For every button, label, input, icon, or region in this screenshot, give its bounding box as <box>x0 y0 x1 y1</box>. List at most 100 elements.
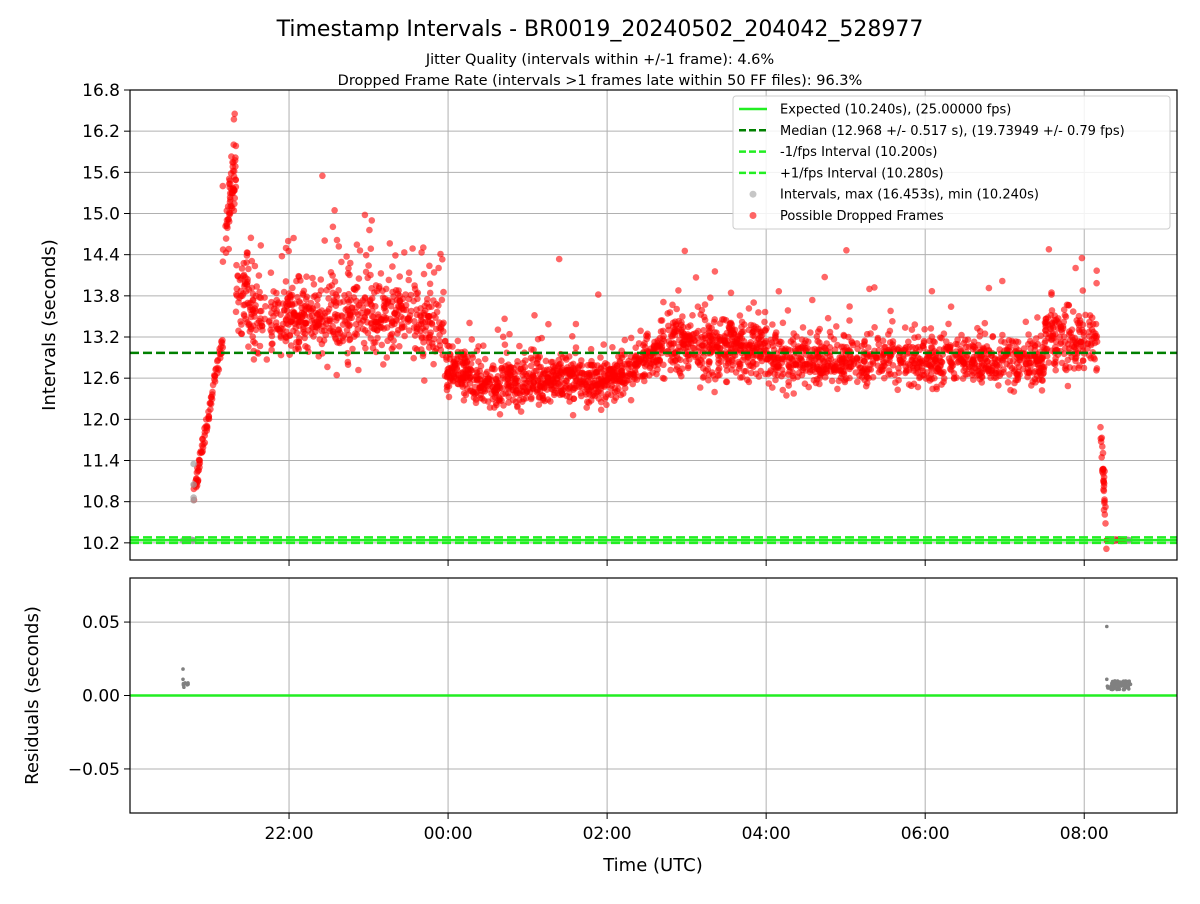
top-scatter-point <box>304 344 311 351</box>
top-y-tick-label: 13.8 <box>82 287 120 307</box>
top-scatter-point <box>1022 360 1030 367</box>
top-scatter-point <box>240 259 247 267</box>
top-scatter-point <box>504 383 512 391</box>
top-y-tick-label: 14.4 <box>82 246 120 266</box>
top-scatter-point <box>322 331 330 339</box>
top-scatter-point <box>644 330 651 338</box>
top-scatter-point <box>344 349 351 357</box>
top-scatter-point <box>1029 340 1036 347</box>
top-scatter-point <box>744 376 751 384</box>
top-scatter-point <box>285 247 293 255</box>
top-scatter-point <box>1004 379 1012 386</box>
top-scatter-point <box>298 309 306 317</box>
top-scatter-point <box>627 334 635 342</box>
top-scatter-point <box>1045 246 1053 253</box>
top-scatter-point <box>796 345 803 352</box>
top-scatter-point <box>245 286 253 293</box>
top-scatter-point <box>258 307 265 315</box>
top-scatter-point <box>1099 470 1107 477</box>
top-y-tick-label: 11.4 <box>82 452 120 472</box>
top-scatter-point <box>583 404 590 411</box>
top-scatter-point <box>1007 386 1014 394</box>
top-scatter-point <box>545 320 552 328</box>
top-scatter-point <box>871 284 878 291</box>
top-scatter-point <box>744 353 751 361</box>
top-scatter-point <box>566 393 573 401</box>
top-scatter-point <box>367 245 375 252</box>
top-scatter-point <box>1006 362 1014 370</box>
top-scatter-point <box>736 362 744 370</box>
top-scatter-point <box>290 234 297 242</box>
top-scatter-point <box>258 322 266 330</box>
top-scatter-point <box>1100 477 1107 485</box>
top-scatter-point <box>923 369 931 376</box>
top-scatter-point <box>988 367 995 374</box>
top-scatter-point <box>531 312 538 319</box>
top-scatter-point <box>300 291 307 299</box>
top-scatter-point <box>363 309 371 317</box>
top-scatter-point <box>696 384 704 391</box>
top-scatter-point <box>303 320 310 327</box>
top-scatter-point <box>297 277 304 284</box>
top-scatter-point <box>422 327 429 335</box>
top-scatter-point <box>430 297 437 304</box>
top-scatter-point <box>1019 365 1027 373</box>
top-scatter-point <box>1084 340 1092 348</box>
top-scatter-point <box>1041 339 1048 347</box>
residual-point <box>181 677 185 682</box>
top-scatter-point <box>1080 364 1088 372</box>
top-scatter-point <box>499 385 506 392</box>
top-scatter-point <box>325 295 332 302</box>
top-scatter-point <box>887 307 894 315</box>
top-scatter-point <box>861 358 868 365</box>
top-scatter-point <box>247 234 255 242</box>
top-scatter-point <box>1075 364 1082 372</box>
top-scatter-point <box>895 365 902 372</box>
top-scatter-point <box>733 336 741 344</box>
top-scatter-point <box>700 373 708 380</box>
top-scatter-point <box>499 333 507 341</box>
top-scatter-point <box>643 361 650 368</box>
top-scatter-point <box>858 374 866 381</box>
top-scatter-point <box>863 379 871 387</box>
top-scatter-point <box>748 342 756 350</box>
top-scatter-point <box>222 235 230 242</box>
top-scatter-point <box>374 311 382 318</box>
top-scatter-point <box>267 269 275 277</box>
top-scatter-point <box>501 315 508 323</box>
top-scatter-points <box>179 110 1133 553</box>
top-scatter-point <box>335 326 343 334</box>
top-scatter-point <box>398 302 405 310</box>
top-scatter-point <box>675 325 683 332</box>
top-scatter-point <box>691 337 698 345</box>
top-scatter-point <box>449 343 456 350</box>
top-scatter-point <box>411 345 419 352</box>
top-scatter-point <box>999 331 1006 339</box>
top-scatter-point <box>779 386 787 394</box>
top-scatter-point <box>970 376 977 384</box>
top-scatter-point <box>944 344 951 351</box>
top-scatter-point <box>1005 343 1012 351</box>
top-scatter-point <box>277 334 285 341</box>
top-scatter-point <box>981 319 989 327</box>
top-scatter-point <box>496 379 504 386</box>
top-scatter-point <box>417 305 424 312</box>
top-scatter-point <box>661 375 668 383</box>
top-scatter-point <box>244 276 251 283</box>
top-scatter-point <box>426 262 433 270</box>
top-scatter-point <box>929 385 936 393</box>
top-scatter-point <box>867 366 875 373</box>
top-scatter-point <box>202 416 210 423</box>
top-scatter-point <box>243 249 251 256</box>
top-scatter-point <box>678 372 685 380</box>
top-scatter-point <box>361 294 369 302</box>
top-scatter-point <box>749 359 757 367</box>
legend-swatch-dot <box>749 190 757 198</box>
top-scatter-point <box>1069 308 1077 315</box>
top-scatter-point <box>631 361 638 368</box>
chart-subtitle-dropped: Dropped Frame Rate (intervals >1 frames … <box>338 73 863 89</box>
top-scatter-point <box>667 366 674 374</box>
top-scatter-point <box>1000 366 1007 373</box>
top-y-tick-label: 16.2 <box>82 122 120 142</box>
top-scatter-point <box>394 311 401 319</box>
